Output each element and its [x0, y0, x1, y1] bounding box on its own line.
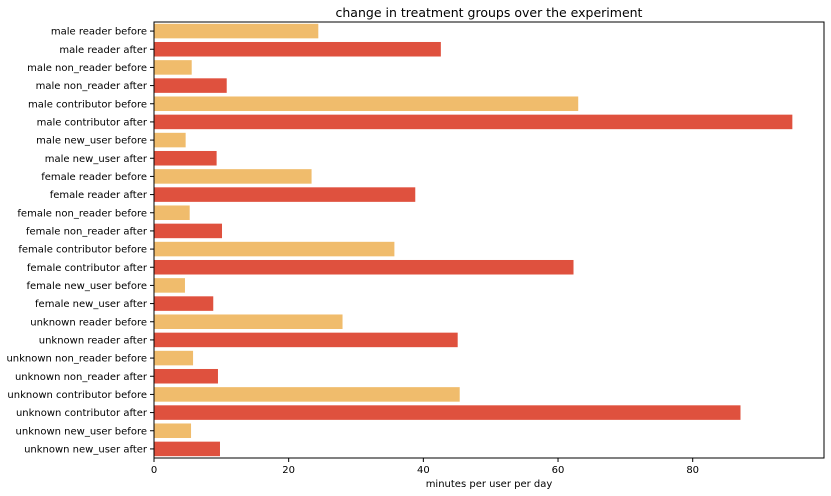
y-tick-label: unknown new_user after: [24, 444, 148, 455]
y-tick-label: female new_user after: [35, 299, 148, 310]
bar-male-contributor-after: [154, 114, 793, 130]
y-tick-labels: male reader before male reader after male …: [6, 27, 154, 455]
bar-female-reader-before: [154, 169, 312, 184]
plot-frame: [153, 21, 825, 459]
bar-unknown-contributor-after: [154, 405, 741, 420]
bar-female-non-reader-before: [154, 205, 190, 221]
bar-male-contributor-before: [154, 96, 579, 112]
bar-unknown-new-user-before: [154, 423, 192, 439]
y-tick-label: female non_reader after: [26, 226, 148, 237]
y-tick-label: male new_user after: [45, 154, 148, 165]
y-tick-label: male reader before: [51, 27, 147, 38]
y-tick-label: unknown reader before: [30, 317, 147, 328]
bar-unknown-contributor-before: [154, 387, 460, 402]
x-axis-label: minutes per user per day: [426, 479, 553, 490]
y-tick-label: male non_reader before: [27, 63, 147, 74]
x-tick-label: 40: [417, 465, 430, 476]
bar-male-new-user-after: [154, 150, 217, 166]
y-tick-label: male non_reader after: [36, 81, 148, 92]
y-tick-label: unknown reader after: [39, 335, 148, 346]
y-tick-label: female non_reader before: [17, 208, 147, 219]
y-tick-label: unknown non_reader after: [15, 372, 148, 383]
bar-unknown-reader-after: [154, 332, 458, 348]
bar-female-reader-after: [154, 187, 416, 202]
bar-female-non-reader-after: [154, 223, 223, 239]
bar-male-non-reader-before: [154, 60, 192, 75]
bar-male-reader-after: [154, 41, 441, 57]
y-tick-label: female reader after: [50, 190, 148, 201]
bars-group: [154, 23, 793, 457]
bar-female-contributor-after: [154, 259, 574, 275]
y-tick-label: female reader before: [41, 172, 147, 183]
y-tick-label: female contributor before: [18, 245, 147, 256]
y-tick-label: male reader after: [59, 45, 147, 56]
y-tick-label: unknown contributor before: [7, 390, 147, 401]
y-tick-label: unknown new_user before: [16, 426, 147, 437]
x-tick-label: 60: [552, 465, 565, 476]
chart-title: change in treatment groups over the expe…: [336, 5, 643, 20]
y-tick-label: male contributor after: [37, 117, 148, 128]
x-ticks: 0 20 40 60 80: [151, 458, 699, 476]
x-tick-label: 20: [282, 465, 295, 476]
y-tick-label: male new_user before: [36, 136, 147, 147]
bar-female-new-user-before: [154, 278, 185, 293]
x-tick-label: 0: [151, 465, 157, 476]
y-tick-label: female contributor after: [27, 263, 148, 274]
x-tick-label: 80: [686, 465, 699, 476]
bar-unknown-new-user-after: [154, 441, 220, 457]
bar-unknown-non-reader-after: [154, 368, 218, 384]
bar-male-reader-before: [154, 23, 319, 39]
bar-female-contributor-before: [154, 241, 395, 257]
y-tick-label: female new_user before: [27, 281, 148, 292]
y-tick-label: unknown non_reader before: [6, 354, 147, 365]
bar-unknown-reader-before: [154, 314, 343, 330]
bar-male-new-user-before: [154, 132, 186, 148]
y-tick-label: male contributor before: [28, 99, 147, 110]
bar-female-new-user-after: [154, 296, 214, 311]
bar-unknown-non-reader-before: [154, 350, 194, 366]
bar-male-non-reader-after: [154, 78, 227, 93]
y-tick-label: unknown contributor after: [16, 408, 148, 419]
